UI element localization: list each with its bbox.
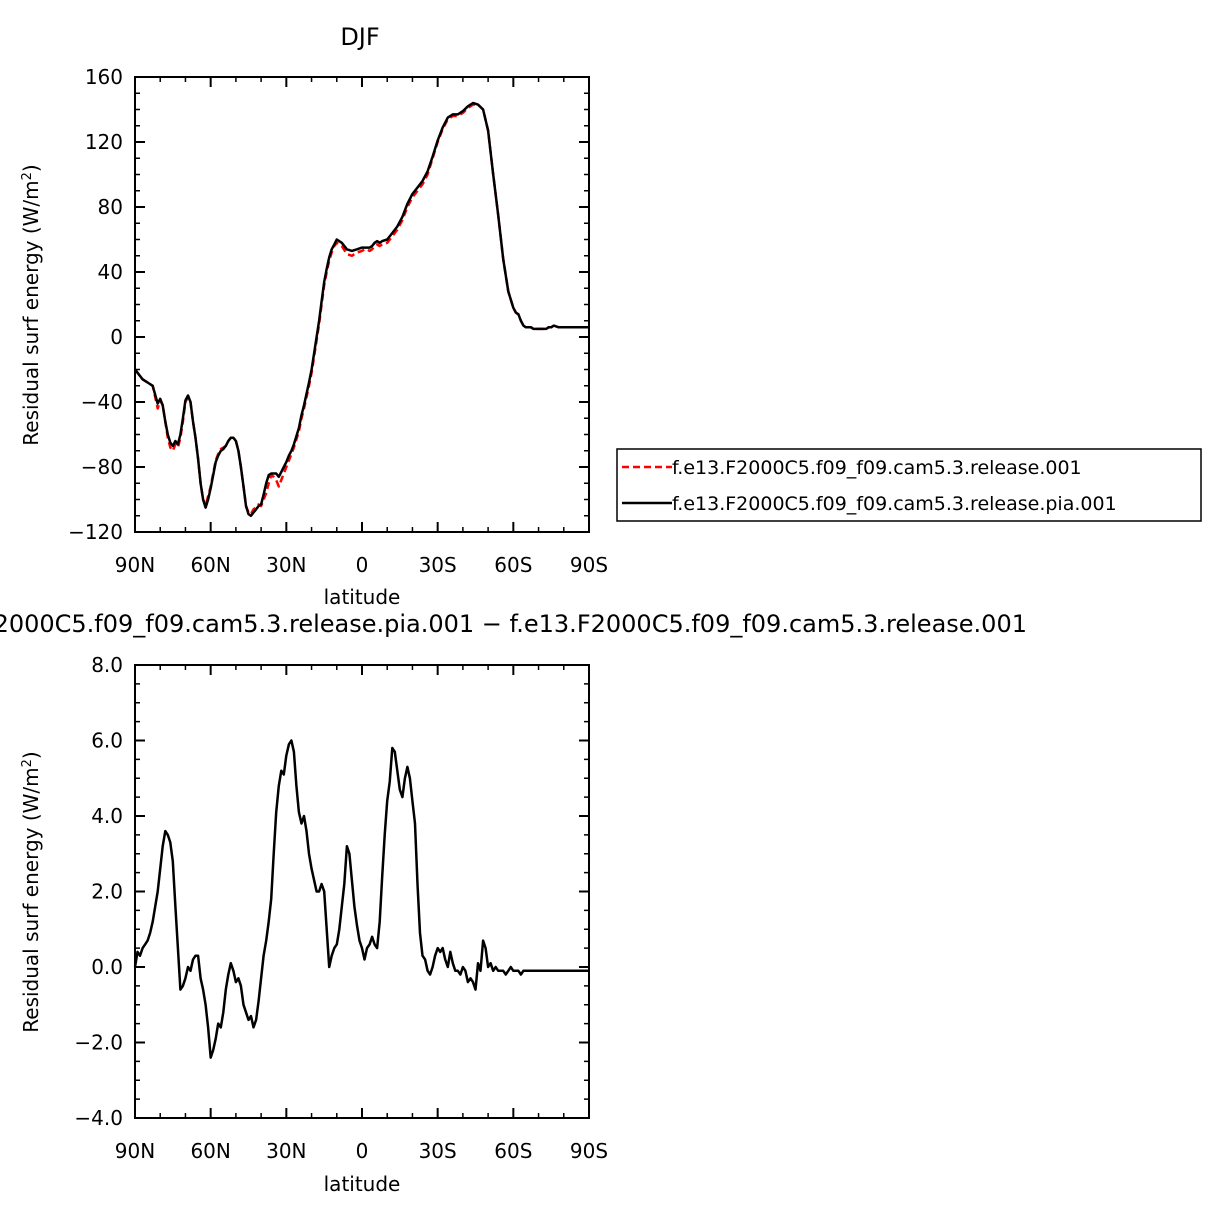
bottom-ytick-label: 8.0	[91, 653, 123, 677]
top-xtick-label: 60N	[190, 553, 230, 577]
bottom-ytick-label: 4.0	[91, 804, 123, 828]
bottom-xtick-label: 60S	[494, 1139, 532, 1163]
top-ytick-label: 0	[110, 325, 123, 349]
top-ytick-label: 80	[98, 195, 123, 219]
legend-label-pia: f.e13.F2000C5.f09_f09.cam5.3.release.pia…	[672, 493, 1117, 515]
bottom-ytick-label: 6.0	[91, 729, 123, 753]
bottom-ytick-label: 2.0	[91, 880, 123, 904]
bottom-xtick-label: 0	[356, 1139, 369, 1163]
top-xtick-label: 30N	[266, 553, 306, 577]
top-xtick-label: 90S	[570, 553, 608, 577]
bottom-ytick-label: −2.0	[74, 1031, 123, 1055]
bottom-xtick-label: 60N	[190, 1139, 230, 1163]
bottom-chart-title: f.e13.F2000C5.f09_f09.cam5.3.release.pia…	[0, 610, 1027, 638]
bottom-xtick-label: 90S	[570, 1139, 608, 1163]
legend-box	[616, 448, 1202, 522]
legend: f.e13.F2000C5.f09_f09.cam5.3.release.001…	[616, 448, 1202, 522]
top-xaxis-label: latitude	[324, 585, 401, 609]
top-ytick-label: −120	[68, 520, 123, 544]
bottom-xaxis-label: latitude	[324, 1172, 401, 1196]
top-xtick-label: 30S	[419, 553, 457, 577]
bottom-series-line-0	[133, 739, 589, 1059]
bottom-xtick-label: 30N	[266, 1139, 306, 1163]
top-ytick-label: 120	[85, 130, 123, 154]
bottom-xtick-label: 90N	[115, 1139, 155, 1163]
top-xtick-label: 0	[356, 553, 369, 577]
top-xtick-label: 90N	[115, 553, 155, 577]
legend-label-release: f.e13.F2000C5.f09_f09.cam5.3.release.001	[672, 457, 1082, 479]
bottom-yaxis-label: Residual surf energy (W/m2)	[19, 751, 43, 1032]
top-xtick-label: 60S	[494, 553, 532, 577]
bottom-ytick-label: −4.0	[74, 1106, 123, 1130]
top-ytick-label: −40	[81, 390, 123, 414]
top-ytick-label: 40	[98, 260, 123, 284]
top-chart-title: DJF	[340, 23, 379, 51]
bottom-ytick-label: 0.0	[91, 955, 123, 979]
top-ytick-label: 160	[85, 65, 123, 89]
top-ytick-label: −80	[81, 455, 123, 479]
top-series-line-1	[134, 101, 589, 518]
top-chart-panel: DJF −120 −80 −40 0 40 80 120 160 90N 60N 30N 0 30S 60…	[19, 23, 608, 609]
bottom-xtick-label: 30S	[419, 1139, 457, 1163]
bottom-chart-panel: f.e13.F2000C5.f09_f09.cam5.3.release.pia…	[0, 610, 1027, 1196]
top-yaxis-label: Residual surf energy (W/m2)	[19, 164, 43, 445]
